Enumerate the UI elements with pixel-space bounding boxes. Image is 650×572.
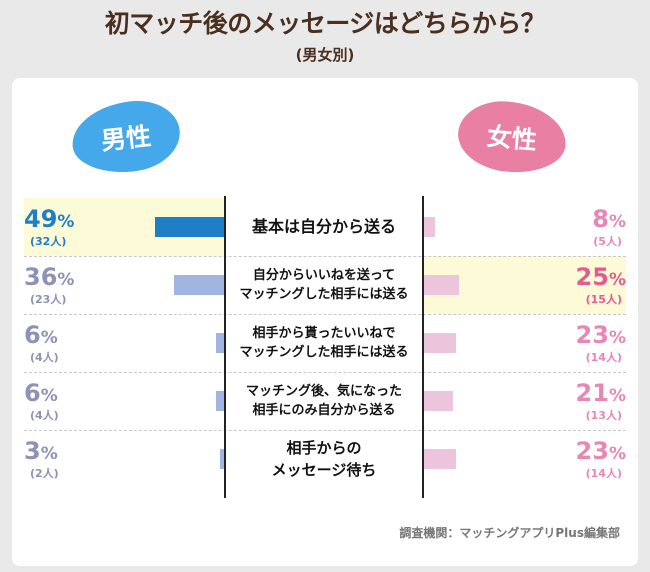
center-line-right xyxy=(422,196,424,498)
female-count-label: (15人) xyxy=(585,293,622,306)
male-percent-value: 3 xyxy=(24,437,41,465)
male-percent-label: 3% xyxy=(24,437,58,465)
male-bar xyxy=(215,333,224,353)
category-label: 自分からいいねを送って マッチングした相手には送る xyxy=(228,266,420,305)
female-percent-label: 8% xyxy=(592,205,626,233)
row-divider xyxy=(24,430,626,431)
female-percent-label: 23% xyxy=(576,321,626,349)
row-divider xyxy=(24,314,626,315)
center-line-left xyxy=(224,196,226,498)
category-label-line: マッチング後、気になった xyxy=(245,383,402,399)
category-label-line: メッセージ待ち xyxy=(271,461,377,479)
category-label-line: 相手から貰ったいいねで xyxy=(252,325,396,341)
male-bar xyxy=(219,449,224,469)
female-bar xyxy=(424,449,457,469)
male-percent-label: 6% xyxy=(24,321,58,349)
percent-sign: % xyxy=(608,328,626,348)
category-label: 相手から貰ったいいねで マッチングした相手には送る xyxy=(228,324,420,363)
female-count-label: (5人) xyxy=(593,235,622,248)
male-percent-label: 6% xyxy=(24,379,58,407)
percent-sign: % xyxy=(40,328,58,348)
male-count-label: (2人) xyxy=(30,467,59,480)
male-percent-value: 49 xyxy=(24,205,58,233)
category-label: 相手からのメッセージ待ち xyxy=(228,437,420,482)
male-percent-label: 49% xyxy=(24,205,74,233)
male-count-label: (4人) xyxy=(30,409,59,422)
female-legend-label: 女性 xyxy=(485,121,539,156)
category-label-line: 基本は自分から送る xyxy=(251,217,396,236)
page-title: 初マッチ後のメッセージはどちらから？ xyxy=(104,9,546,38)
category-label-line: マッチングした相手には送る xyxy=(239,287,409,302)
male-count-label: (23人) xyxy=(30,293,67,306)
page-subtitle: (男女別) xyxy=(295,46,355,64)
female-percent-value: 25 xyxy=(575,263,609,291)
category-label-line: 相手からの xyxy=(286,438,362,457)
female-count-label: (14人) xyxy=(585,351,622,364)
female-percent-label: 21% xyxy=(576,379,626,407)
male-bar xyxy=(215,391,224,411)
male-legend-label: 男性 xyxy=(99,121,153,156)
female-bar xyxy=(424,275,459,295)
male-percent-value: 36 xyxy=(24,263,58,291)
category-label-line: マッチングした相手には送る xyxy=(239,345,409,360)
percent-sign: % xyxy=(57,212,75,232)
female-bar xyxy=(424,333,457,353)
percent-sign: % xyxy=(608,444,626,464)
percent-sign: % xyxy=(40,444,58,464)
category-label-line: 相手にのみ自分から送る xyxy=(252,403,396,418)
percent-sign: % xyxy=(40,386,58,406)
source-credit: 調査機関：マッチングアプリPlus編集部 xyxy=(399,526,620,540)
male-percent-label: 36% xyxy=(24,263,74,291)
female-count-label: (13人) xyxy=(585,409,622,422)
row-divider xyxy=(24,256,626,257)
female-percent-value: 23 xyxy=(575,437,609,465)
female-percent-label: 23% xyxy=(576,437,626,465)
male-percent-value: 6 xyxy=(24,379,41,407)
female-bar xyxy=(424,391,454,411)
percent-sign: % xyxy=(608,212,626,232)
female-bar xyxy=(424,217,436,237)
female-percent-value: 21 xyxy=(575,379,609,407)
percent-sign: % xyxy=(608,270,626,290)
category-label: マッチング後、気になった 相手にのみ自分から送る xyxy=(228,382,420,421)
percent-sign: % xyxy=(608,386,626,406)
male-percent-value: 6 xyxy=(24,321,41,349)
female-percent-label: 25% xyxy=(576,263,626,291)
female-percent-value: 23 xyxy=(575,321,609,349)
female-count-label: (14人) xyxy=(585,467,622,480)
female-percent-value: 8 xyxy=(592,205,609,233)
male-count-label: (32人) xyxy=(30,235,67,248)
male-bar xyxy=(173,275,224,295)
percent-sign: % xyxy=(57,270,75,290)
male-bar xyxy=(155,217,224,237)
category-label: 基本は自分から送る xyxy=(228,215,420,239)
row-divider xyxy=(24,372,626,373)
male-count-label: (4人) xyxy=(30,351,59,364)
category-label-line: 自分からいいねを送って xyxy=(252,267,396,283)
